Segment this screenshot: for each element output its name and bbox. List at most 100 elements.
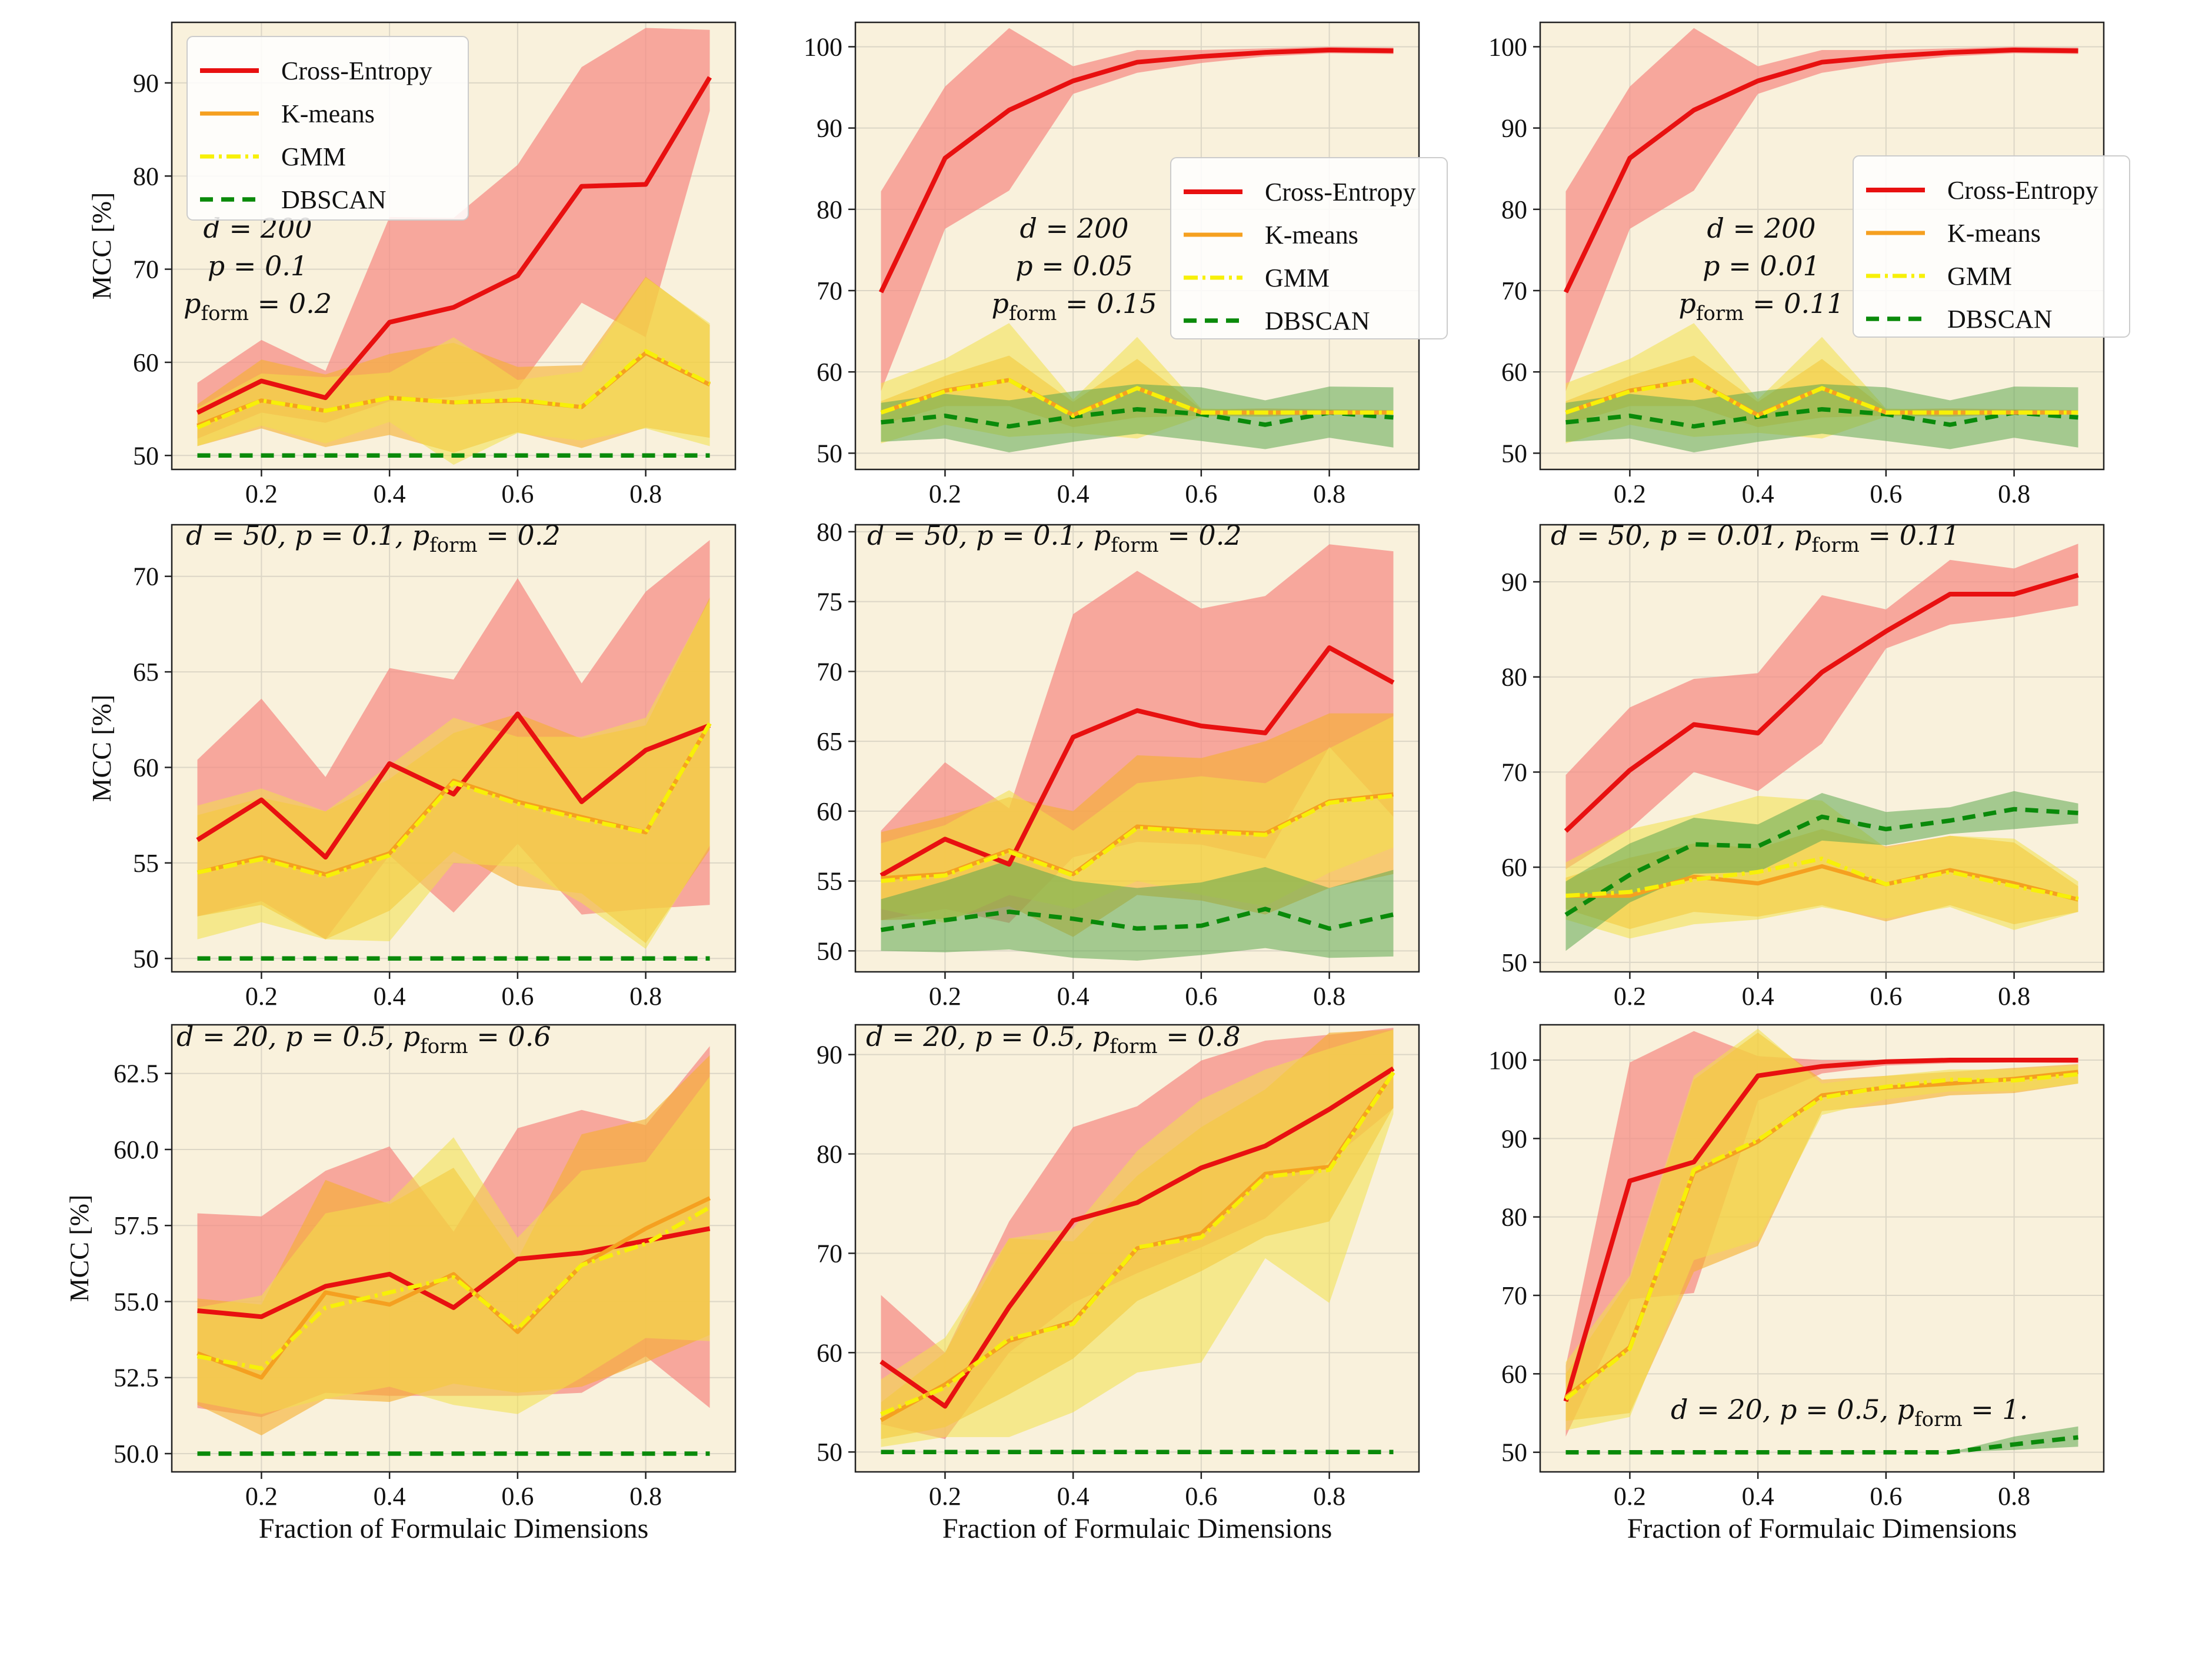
- y-tick-label: 50: [133, 944, 159, 973]
- y-tick-label: 80: [817, 518, 842, 547]
- series-line-km: [196, 1196, 711, 1380]
- y-tick-label: 52.5: [114, 1364, 159, 1392]
- x-tick-label: 0.8: [629, 1482, 662, 1511]
- parameter-annotation: d = 200: [1707, 212, 1815, 244]
- parameter-annotation: d = 50, p = 0.01, pform = 0.11: [1551, 519, 1960, 557]
- legend-box: [1170, 157, 1448, 339]
- plot-frame: [1539, 524, 2105, 973]
- y-tick-label: 70: [133, 562, 159, 591]
- legend-label-db: DBSCAN: [281, 185, 387, 214]
- band-ce: [1565, 544, 2078, 869]
- x-tick-label: 0.2: [1614, 1482, 1646, 1511]
- plot-frame: [854, 524, 1420, 973]
- y-axis-label: MCC [%]: [86, 192, 116, 300]
- x-tick-label: 0.6: [1185, 982, 1217, 1011]
- y-tick-label: 100: [804, 32, 842, 61]
- x-tick-label: 0.8: [1313, 479, 1345, 508]
- y-tick-label: 55: [817, 867, 842, 896]
- x-axis-label: Fraction of Formulaic Dimensions: [259, 1513, 649, 1544]
- series-line-db: [880, 907, 1394, 932]
- x-tick-label: 0.8: [1313, 1482, 1345, 1511]
- y-tick-label: 90: [817, 1041, 842, 1069]
- y-tick-label: 60: [817, 358, 842, 386]
- panel-2: 0.2 0.4 0.6 0.8 50 60 70 80 90 100 d = 200 p = 0.05…: [804, 21, 1448, 508]
- parameter-annotation: p = 0.01: [1703, 250, 1820, 282]
- x-tick-label: 0.2: [245, 1482, 278, 1511]
- x-tick-label: 0.6: [1870, 982, 1902, 1011]
- series-line-db: [1565, 1435, 2078, 1455]
- series-line-gmm: [880, 1071, 1395, 1417]
- x-tick-label: 0.2: [929, 1482, 961, 1511]
- panel-8: 0.2 0.4 0.6 0.8 50 60 70 80 90 Fraction of Formul…: [817, 1021, 1420, 1544]
- x-tick-label: 0.4: [1057, 1482, 1090, 1511]
- y-tick-label: 80: [1501, 663, 1527, 692]
- panel-7: 0.2 0.4 0.6 0.8 50.0 52.5 55.0 57.5 60.0 62.5 MCC …: [64, 1021, 737, 1544]
- y-tick-label: 60.0: [114, 1135, 159, 1164]
- y-tick-label: 50: [1501, 439, 1527, 468]
- series-line-ce: [880, 1066, 1395, 1409]
- x-tick-label: 0.4: [1057, 982, 1090, 1011]
- legend-label-db: DBSCAN: [1947, 305, 2053, 334]
- y-tick-label: 50: [1501, 948, 1527, 977]
- band-ce: [197, 28, 710, 439]
- series-line-gmm: [196, 349, 711, 430]
- y-tick-label: 90: [1501, 568, 1527, 597]
- x-tick-label: 0.2: [929, 479, 961, 508]
- y-tick-label: 55: [133, 849, 159, 878]
- parameter-annotation: d = 20, p = 0.5, pform = 1.: [1671, 1394, 2028, 1431]
- series-line-gmm: [880, 378, 1394, 418]
- x-axis-label: Fraction of Formulaic Dimensions: [942, 1513, 1332, 1544]
- y-tick-label: 50: [133, 441, 159, 470]
- legend-label-km: K-means: [1947, 219, 2041, 248]
- y-tick-label: 50: [817, 1438, 842, 1467]
- legend-box: [186, 36, 469, 221]
- x-tick-label: 0.8: [1998, 479, 2030, 508]
- series-line-db: [881, 406, 1394, 429]
- parameter-annotation: d = 20, p = 0.5, pform = 0.6: [176, 1021, 551, 1058]
- x-tick-label: 0.2: [929, 982, 961, 1011]
- band-gmm: [197, 599, 710, 949]
- y-tick-label: 80: [133, 162, 159, 191]
- plot-frame: [171, 524, 737, 973]
- y-tick-label: 90: [1501, 1124, 1527, 1153]
- x-tick-label: 0.6: [1870, 1482, 1902, 1511]
- band-db: [1565, 384, 2078, 452]
- series-line-db: [1564, 807, 2078, 917]
- plot-frame: [171, 21, 737, 471]
- y-tick-label: 100: [1488, 32, 1527, 61]
- y-axis-label: MCC [%]: [64, 1195, 94, 1302]
- band-gmm: [197, 1076, 710, 1414]
- band-ce: [1565, 28, 2078, 392]
- y-tick-label: 70: [817, 1239, 842, 1268]
- x-tick-label: 0.8: [1998, 982, 2030, 1011]
- x-tick-label: 0.8: [629, 479, 662, 508]
- series-line-gmm: [196, 722, 712, 879]
- series-line-ce: [196, 711, 711, 860]
- series-line-gmm: [196, 1205, 711, 1371]
- y-tick-label: 70: [817, 657, 842, 686]
- x-tick-label: 0.6: [501, 479, 534, 508]
- band-gmm: [197, 277, 710, 465]
- parameter-annotation: d = 50, p = 0.1, pform = 0.2: [186, 519, 561, 557]
- series-line-ce: [1564, 572, 2079, 833]
- y-tick-label: 57.5: [114, 1211, 159, 1240]
- y-tick-label: 90: [817, 114, 842, 143]
- series-line-db: [1565, 406, 2078, 429]
- parameter-annotation: d = 50, p = 0.1, pform = 0.2: [867, 519, 1242, 557]
- y-tick-label: 50: [817, 439, 842, 468]
- parameter-annotation: d = 200: [1020, 212, 1128, 244]
- x-tick-label: 0.2: [1614, 479, 1646, 508]
- plot-frame: [854, 1024, 1420, 1473]
- y-tick-label: 60: [1501, 853, 1527, 882]
- series-line-ce: [1563, 48, 2078, 294]
- panel-9: 0.2 0.4 0.6 0.8 50 60 70 80 90 100 Fraction of For…: [1488, 1024, 2105, 1544]
- panel-6: 0.2 0.4 0.6 0.8 50 60 70 80 90 d = 50, p = 0.01, …: [1501, 519, 2105, 1011]
- legend-label-ce: Cross-Entropy: [281, 56, 432, 85]
- y-tick-label: 80: [1501, 1203, 1527, 1232]
- series-line-ce: [878, 48, 1394, 294]
- parameter-annotation: d = 20, p = 0.5, pform = 0.8: [866, 1021, 1241, 1058]
- x-tick-label: 0.6: [501, 982, 534, 1011]
- y-tick-label: 80: [1501, 195, 1527, 224]
- x-tick-label: 0.6: [1870, 479, 1902, 508]
